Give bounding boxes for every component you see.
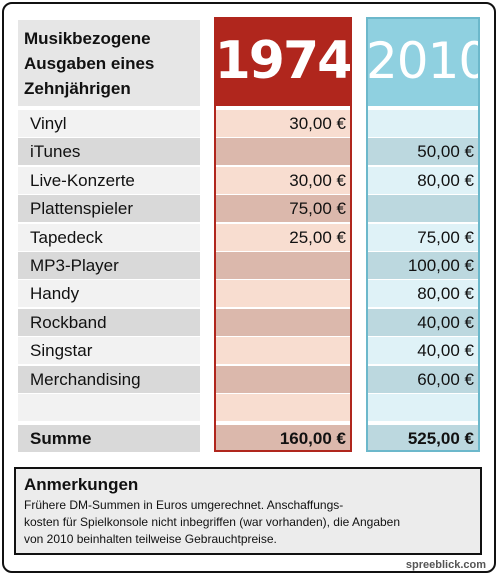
row-label: Plattenspieler [18,195,200,223]
value-2010 [366,393,480,421]
header-label-line: Musikbezogene [24,29,151,48]
notes-line: kosten für Spielkonsole nicht inbegriffe… [24,515,401,529]
row-label: iTunes [18,138,200,166]
value-1974: 30,00 € [214,110,352,137]
value-2010: 40,00 € [366,308,480,336]
column-header-1974: 1974 [214,17,353,106]
value-2010: 80,00 € [366,280,480,308]
row-label: Live-Konzerte [18,166,200,194]
table-header-label: Musikbezogene Ausgaben eines Zehnjährige… [18,20,200,106]
value-1974: 75,00 € [214,195,352,223]
row-label: Merchandising [18,365,200,393]
row-label: Singstar [18,337,200,365]
notes-line: Frühere DM-Summen in Euros umgerechnet. … [24,498,344,512]
notes-line: von 2010 beinhalten teilweise Gebrauchtp… [24,532,277,546]
row-label: Tapedeck [18,223,200,251]
value-2010: 525,00 € [366,425,480,453]
column-header-2010: 2010 [366,17,490,106]
header-label-line: Zehnjährigen [24,79,131,98]
notes-text: Frühere DM-Summen in Euros umgerechnet. … [24,497,472,548]
value-2010: 40,00 € [366,337,480,365]
row-label: Vinyl [18,110,200,137]
value-1974 [214,308,352,336]
value-2010: 50,00 € [366,138,480,166]
value-1974 [214,365,352,393]
value-1974: 30,00 € [214,166,352,194]
value-2010 [366,195,480,223]
value-2010 [366,110,480,137]
value-1974 [214,280,352,308]
value-1974 [214,251,352,279]
value-1974: 25,00 € [214,223,352,251]
value-1974 [214,138,352,166]
row-label: MP3-Player [18,251,200,279]
value-2010: 100,00 € [366,251,480,279]
value-1974: 160,00 € [214,425,352,453]
notes-title: Anmerkungen [24,475,139,494]
credit-text: spreeblick.com [405,559,486,571]
value-2010: 60,00 € [366,365,480,393]
row-label: Summe [18,425,200,453]
value-2010: 75,00 € [366,223,480,251]
value-1974 [214,337,352,365]
value-2010: 80,00 € [366,166,480,194]
row-label: Handy [18,280,200,308]
notes-box: Anmerkungen Frühere DM-Summen in Euros u… [14,467,482,555]
header-label-line: Ausgaben eines [24,54,155,73]
row-label [18,393,200,421]
value-1974 [214,393,352,421]
row-label: Rockband [18,308,200,336]
